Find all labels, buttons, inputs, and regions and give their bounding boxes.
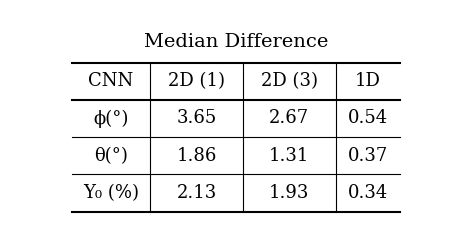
Text: Y₀ (%): Y₀ (%) (83, 184, 139, 202)
Text: θ(°): θ(°) (94, 147, 128, 165)
Text: 2.67: 2.67 (269, 109, 308, 128)
Text: 3.65: 3.65 (176, 109, 216, 128)
Text: 1.31: 1.31 (269, 147, 309, 165)
Text: 2D (1): 2D (1) (168, 72, 224, 90)
Text: 0.34: 0.34 (347, 184, 387, 202)
Text: ϕ(°): ϕ(°) (93, 109, 129, 128)
Text: 0.37: 0.37 (347, 147, 387, 165)
Text: 1D: 1D (354, 72, 380, 90)
Text: 1.86: 1.86 (176, 147, 216, 165)
Text: 2.13: 2.13 (176, 184, 216, 202)
Text: 0.54: 0.54 (347, 109, 387, 128)
Text: 1.93: 1.93 (269, 184, 309, 202)
Text: CNN: CNN (88, 72, 133, 90)
Text: 2D (3): 2D (3) (260, 72, 317, 90)
Text: Median Difference: Median Difference (143, 33, 327, 51)
